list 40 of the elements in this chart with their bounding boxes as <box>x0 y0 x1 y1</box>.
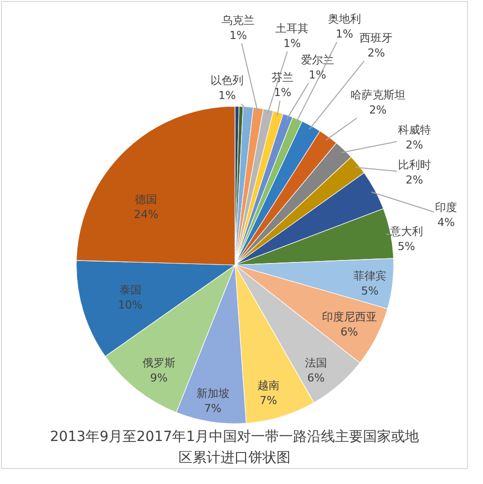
data-label: 2% <box>369 103 387 116</box>
slice-label: 越南 <box>257 378 280 392</box>
data-label: 1% <box>218 89 236 102</box>
data-label: 10% <box>118 298 142 312</box>
slice-label: 哈萨克斯坦 <box>350 88 406 102</box>
slice-label: 法国 <box>304 356 327 370</box>
slice-label: 以色列 <box>210 74 244 88</box>
data-label: 1% <box>274 86 292 100</box>
slice-label: 比利时 <box>398 158 431 172</box>
text: 2013年9月至2017年1月中国对一带一路沿线主要国家或地区累计进口饼状图 <box>48 428 420 468</box>
slice-label: 意大利 <box>388 224 423 238</box>
slice-label: 印度 <box>435 201 458 214</box>
data-label: 4% <box>437 216 455 230</box>
data-label: 2% <box>406 173 424 186</box>
data-label: 2% <box>406 138 424 152</box>
data-label: 1% <box>229 28 247 42</box>
slice-label: 新加坡 <box>196 386 230 400</box>
slice-label: 俄罗斯 <box>142 356 176 370</box>
data-label: 7% <box>204 402 222 415</box>
slice-label: 奥地利 <box>328 12 362 26</box>
data-label: 7% <box>260 394 278 407</box>
slice-label: 泰国 <box>119 284 142 297</box>
data-label: 1% <box>336 27 354 40</box>
slice-label: 科威特 <box>398 123 431 136</box>
data-label: 6% <box>307 372 325 385</box>
slice-label: 西班牙 <box>360 31 393 44</box>
data-label: 5% <box>398 240 416 253</box>
slice-label: 印度尼西亚 <box>322 310 377 324</box>
slice-label: 德国 <box>135 193 158 206</box>
data-label: 1% <box>308 68 326 82</box>
data-label: 9% <box>150 372 168 385</box>
slice-label: 芬兰 <box>272 71 294 84</box>
slice-label: 土耳其 <box>276 22 309 35</box>
data-label: 24% <box>134 208 158 222</box>
data-label: 2% <box>368 46 385 60</box>
data-label: 1% <box>283 36 301 50</box>
data-label: 5% <box>361 284 379 298</box>
data-label: 6% <box>340 326 358 339</box>
slice-label: 菲律宾 <box>353 269 386 282</box>
slice-label: 乌克兰 <box>222 14 255 27</box>
